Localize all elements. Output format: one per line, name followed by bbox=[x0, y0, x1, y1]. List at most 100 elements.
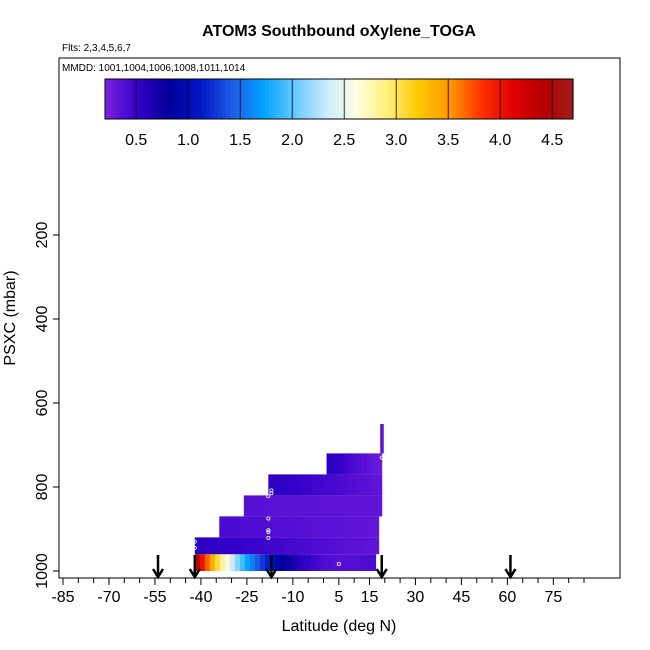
heatmap-cell bbox=[229, 554, 236, 571]
heatmap-cell bbox=[239, 554, 246, 571]
colorbar-segment bbox=[151, 79, 157, 119]
heatmap-cell bbox=[332, 495, 338, 517]
colorbar-segment bbox=[495, 79, 500, 119]
heatmap-cell bbox=[295, 554, 301, 571]
colorbar-segment bbox=[350, 79, 356, 119]
colorbar-segment bbox=[120, 79, 126, 119]
colorbar-segment bbox=[163, 79, 168, 119]
heatmap-cell bbox=[299, 537, 305, 555]
colorbar-segment bbox=[370, 79, 375, 119]
heatmap-cell bbox=[244, 516, 250, 538]
heatmap-cell bbox=[264, 516, 270, 538]
heatmap-cell bbox=[229, 537, 236, 555]
colorbar-segment bbox=[401, 79, 406, 119]
heatmap-cell bbox=[245, 554, 251, 571]
heatmap-cell bbox=[323, 516, 330, 538]
colorbar-segment bbox=[385, 79, 391, 119]
colorbar-segment bbox=[436, 79, 441, 119]
heatmap-cell bbox=[204, 537, 211, 555]
heatmap-cell bbox=[249, 537, 255, 555]
colorbar-segment bbox=[202, 79, 207, 119]
heatmap-cell bbox=[358, 516, 365, 538]
colorbar-segment bbox=[424, 79, 430, 119]
heatmap-cell bbox=[302, 495, 309, 517]
heatmap-cell bbox=[380, 424, 384, 454]
heatmap-cell bbox=[298, 516, 305, 538]
colorbar-segment bbox=[514, 79, 519, 119]
colorbar-segment bbox=[440, 79, 445, 119]
heatmap-cell bbox=[224, 554, 231, 571]
heatmap-cell bbox=[309, 537, 315, 555]
heatmap-cell bbox=[283, 495, 289, 517]
heatmap-cell bbox=[294, 537, 300, 555]
colorbar-segment bbox=[389, 79, 395, 119]
heatmap-cell bbox=[370, 554, 377, 571]
heatmap-cell bbox=[319, 537, 325, 555]
heatmap-cell bbox=[313, 516, 320, 538]
colorbar-segment bbox=[183, 79, 188, 119]
colorbar-segment bbox=[327, 79, 332, 119]
colorbar-segment bbox=[553, 79, 558, 119]
heatmap-cell bbox=[289, 537, 295, 555]
heatmap-cell bbox=[239, 516, 245, 538]
colorbar-tick-label: 2.0 bbox=[281, 132, 303, 149]
colorbar-segment bbox=[483, 79, 488, 119]
heatmap-cell bbox=[255, 554, 261, 571]
heatmap-cell bbox=[244, 537, 250, 555]
flight-arrow-head bbox=[265, 568, 278, 580]
colorbar-segment bbox=[241, 79, 246, 119]
heatmap-cell bbox=[330, 554, 336, 571]
colorbar-segment bbox=[303, 79, 309, 119]
sample-point bbox=[192, 545, 197, 550]
heatmap-cell bbox=[304, 537, 310, 555]
heatmap-cell bbox=[264, 537, 270, 555]
heatmap-cell bbox=[285, 554, 291, 571]
heatmap-cell bbox=[366, 474, 373, 496]
x-tick-label: -10 bbox=[281, 589, 304, 606]
heatmap-cell bbox=[297, 495, 304, 517]
heatmap-cell bbox=[209, 554, 216, 571]
heatmap-cell bbox=[356, 453, 363, 475]
colorbar-segment bbox=[526, 79, 531, 119]
colorbar-tick-label: 4.0 bbox=[489, 132, 511, 149]
y-tick-label: 1000 bbox=[34, 553, 51, 589]
heatmap-cell bbox=[328, 537, 335, 555]
colorbar-segment bbox=[331, 79, 336, 119]
colorbar-segment bbox=[245, 79, 250, 119]
heatmap-cell bbox=[278, 474, 284, 496]
y-tick-label: 600 bbox=[34, 390, 51, 417]
heatmap-cell bbox=[258, 495, 265, 517]
heatmap-cell bbox=[307, 495, 314, 517]
colorbar-segment bbox=[296, 79, 301, 119]
heatmap-cell bbox=[315, 554, 321, 571]
colorbar-ticks: 0.5 1.0 1.5 2.0 2.5 3.0 3.5 4.0 4.5 bbox=[125, 79, 563, 149]
colorbar-segment bbox=[459, 79, 465, 119]
heatmap-cell bbox=[249, 516, 255, 538]
flight-arrow-head bbox=[504, 568, 517, 580]
colorbar-segment bbox=[463, 79, 469, 119]
heatmap-cell bbox=[353, 516, 360, 538]
heatmap-cell bbox=[343, 537, 350, 555]
heatmap-cell bbox=[347, 474, 353, 496]
colorbar-border bbox=[104, 78, 574, 120]
colorbar-segment bbox=[405, 79, 410, 119]
heatmap-cell bbox=[290, 554, 296, 571]
colorbar-segment bbox=[342, 79, 348, 119]
heatmap-cell bbox=[219, 516, 225, 538]
colorbar-segment bbox=[264, 79, 270, 119]
colorbar-segment bbox=[214, 79, 219, 119]
colorbar-segment bbox=[366, 79, 371, 119]
heatmap-cell bbox=[279, 516, 285, 538]
heatmap-cell bbox=[361, 453, 368, 475]
heatmap-cell bbox=[289, 516, 295, 538]
heatmap-cell bbox=[346, 453, 353, 475]
colorbar-tick-label: 2.5 bbox=[333, 132, 355, 149]
heatmap-cell bbox=[263, 495, 269, 517]
heatmap-cell bbox=[308, 516, 315, 538]
heatmap-cell bbox=[294, 516, 300, 538]
colorbar-segment bbox=[417, 79, 422, 119]
heatmap-cell bbox=[234, 516, 240, 538]
colorbar-segment bbox=[194, 79, 200, 119]
sample-point bbox=[266, 528, 271, 533]
heatmap-cell bbox=[331, 453, 338, 475]
